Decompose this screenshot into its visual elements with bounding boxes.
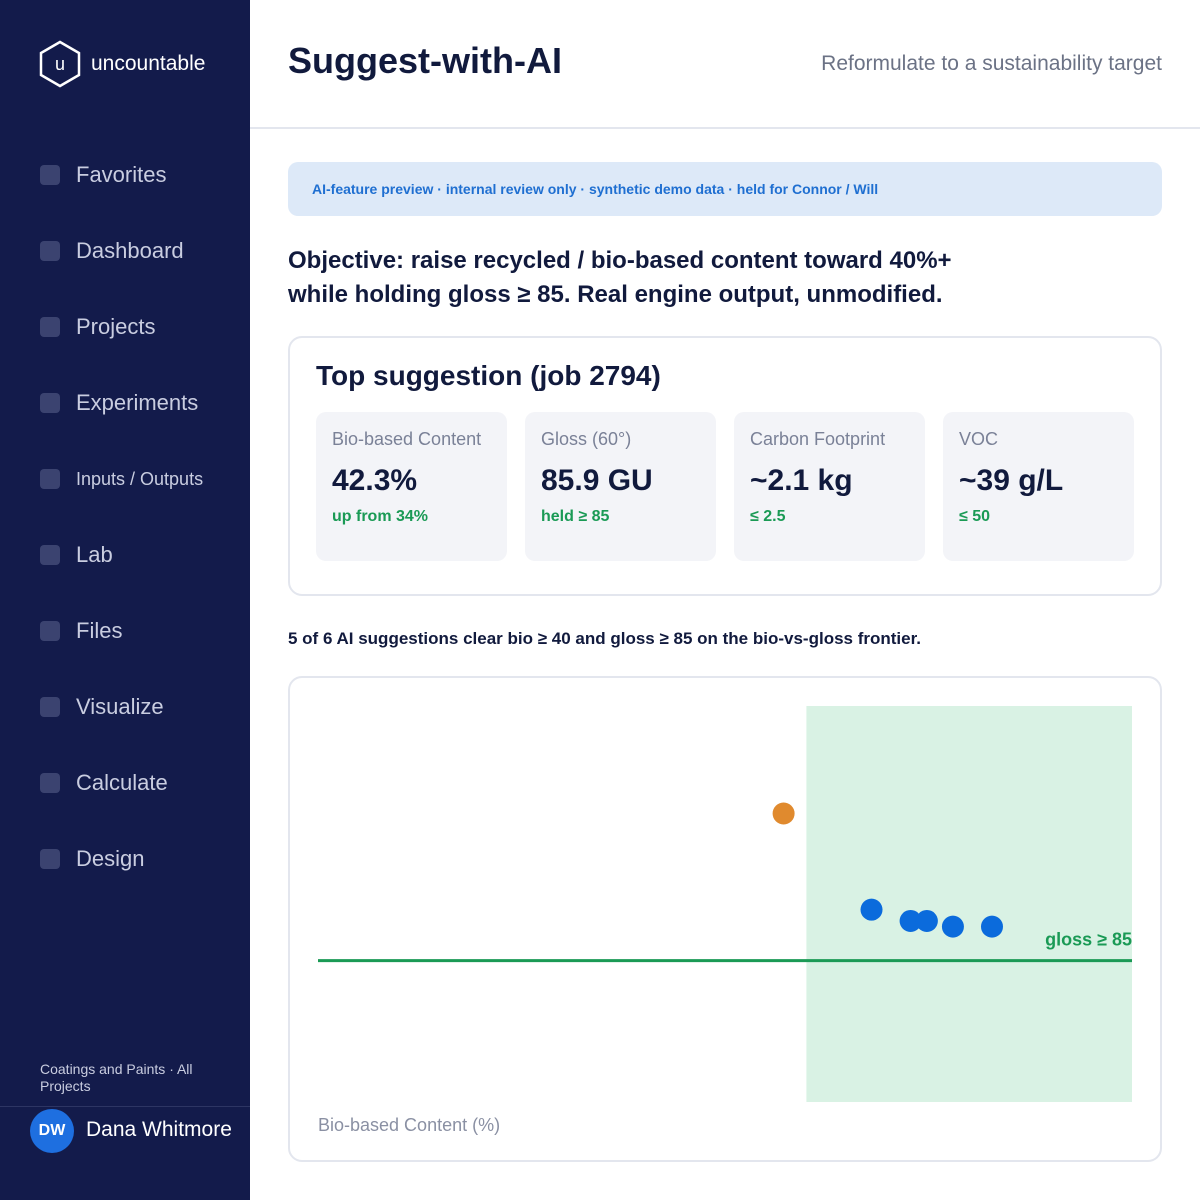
metric-value: 42.3% [332, 464, 418, 497]
nav-icon [40, 393, 60, 413]
suggestion-card [288, 336, 1162, 596]
nav-icon [40, 773, 60, 793]
nav-label: Files [76, 618, 123, 643]
data-point [772, 802, 795, 825]
metric-card: Carbon Footprint ~2.1 kg ≤ 2.5 [734, 412, 925, 561]
metric-label: Carbon Footprint [750, 429, 886, 449]
metric-label: VOC [959, 429, 999, 449]
nav-item[interactable]: Files [40, 616, 122, 646]
metric-card: Gloss (60°) 85.9 GU held ≥ 85 [525, 412, 716, 561]
data-point [980, 915, 1003, 938]
nav-icon [40, 545, 60, 565]
nav-item[interactable]: Inputs / Outputs [40, 464, 203, 494]
nav-label: Experiments [76, 390, 199, 415]
metric-value: ~2.1 kg [750, 464, 853, 497]
page-subtitle: Reformulate to a sustainability target [821, 52, 1162, 75]
nav-label: Favorites [76, 162, 167, 187]
metric-value: ~39 g/L [959, 464, 1064, 497]
data-point [899, 909, 922, 932]
data-point [941, 915, 964, 938]
logo-mark: u [39, 40, 81, 88]
nav-label: Inputs / Outputs [76, 468, 204, 489]
objective-line: Objective: raise recycled / bio-based co… [288, 247, 952, 274]
metric-label: Bio-based Content [332, 429, 482, 449]
nav-label: Design [76, 846, 145, 871]
nav-icon [40, 621, 60, 641]
nav-label: Dashboard [76, 238, 184, 263]
header-divider [250, 127, 1200, 129]
nav-label: Calculate [76, 770, 168, 795]
avatar[interactable]: DW [30, 1109, 74, 1153]
chart-card [288, 676, 1162, 1162]
divider [0, 1106, 250, 1107]
metric-note: ≤ 2.5 [750, 508, 786, 525]
metric-note: ≤ 50 [959, 508, 991, 525]
metric-card: Bio-based Content 42.3% up from 34% [316, 412, 507, 561]
chart: Bio-based Content (%) gloss ≥ 85 [318, 706, 1132, 1135]
metric-label: Gloss (60°) [541, 429, 632, 449]
nav-icon [40, 697, 60, 717]
page-title: Suggest-with-AI [288, 40, 562, 81]
brand: uncountable [91, 52, 206, 75]
nav-item[interactable]: Calculate [40, 768, 168, 798]
nav-item[interactable]: Experiments [40, 388, 198, 418]
nav-icon [40, 469, 60, 489]
objective-line: while holding gloss ≥ 85. Real engine ou… [288, 281, 943, 308]
nav-label: Projects [76, 314, 156, 339]
sidebar: u uncountable Favorites Dashboard Projects… [0, 0, 250, 1200]
x-axis-label: Bio-based Content (%) [318, 1115, 500, 1135]
workspace: Coatings and Paints · All Projects [40, 1061, 193, 1094]
nav-icon [40, 165, 60, 185]
metric-value: 85.9 GU [541, 464, 653, 497]
nav-item[interactable]: Dashboard [40, 236, 184, 266]
chart-caption: 5 of 6 AI suggestions clear bio ≥ 40 and… [288, 629, 921, 648]
objective: Objective: raise recycled / bio-based co… [288, 244, 952, 312]
user-name: Dana Whitmore [86, 1118, 232, 1141]
nav-item[interactable]: Favorites [40, 160, 166, 190]
nav-icon [40, 241, 60, 261]
nav-label: Lab [76, 542, 113, 567]
metric-card: VOC ~39 g/L ≤ 50 [943, 412, 1134, 561]
metric-note: held ≥ 85 [541, 508, 610, 525]
data-point [860, 898, 883, 921]
metric-note: up from 34% [332, 508, 429, 525]
target-region [806, 706, 1132, 1102]
nav-icon [40, 317, 60, 337]
nav-item[interactable]: Design [40, 844, 144, 874]
nav-icon [40, 849, 60, 869]
logo-letter: u [55, 54, 65, 74]
nav-label: Visualize [76, 694, 164, 719]
card-title: Top suggestion (job 2794) [316, 360, 661, 391]
nav-item[interactable]: Projects [40, 312, 155, 342]
nav-item[interactable]: Lab [40, 540, 113, 570]
nav-item[interactable]: Visualize [40, 692, 164, 722]
data-point [915, 909, 938, 932]
banner: AI-feature preview · internal review onl… [288, 162, 1162, 216]
threshold-label: gloss ≥ 85 [1045, 929, 1132, 949]
